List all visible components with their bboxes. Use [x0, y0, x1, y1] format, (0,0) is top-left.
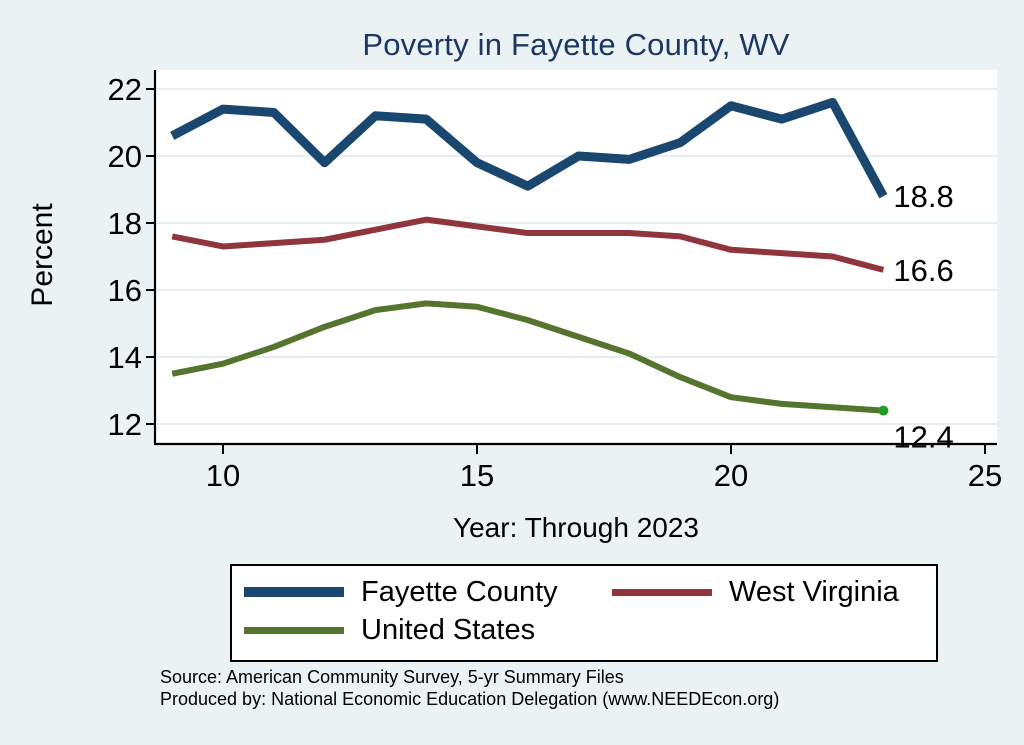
y-tick-label: 12	[108, 407, 142, 442]
produced-by-line: Produced by: National Economic Education…	[160, 689, 780, 709]
plot-area: 12 14 16 18 20 22 10 15 20 25 18.8 16.6 12.4	[108, 70, 1002, 493]
x-tick-label: 15	[460, 458, 494, 493]
x-tick-labels: 10 15 20 25	[206, 444, 1002, 493]
y-tick-label: 20	[108, 139, 142, 174]
chart-title: Poverty in Fayette County, WV	[362, 27, 790, 62]
y-axis-title: Percent	[26, 203, 59, 307]
source-line: Source: American Community Survey, 5-yr …	[160, 667, 624, 687]
x-tick-label: 20	[714, 458, 748, 493]
end-value-label-west-virginia: 16.6	[893, 253, 953, 288]
united-states-line-swatch	[244, 626, 344, 634]
legend-label-united-states: United States	[361, 613, 536, 646]
legend-item-fayette-county: Fayette County	[244, 576, 612, 609]
fayette-county-line-swatch	[244, 587, 344, 597]
source-note: Source: American Community Survey, 5-yr …	[160, 666, 779, 710]
x-axis-title: Year: Through 2023	[453, 512, 699, 543]
y-gridlines	[157, 88, 997, 425]
legend-item-west-virginia: West Virginia	[612, 576, 936, 609]
y-tick-labels: 12 14 16 18 20 22	[108, 72, 155, 442]
end-value-label-fayette-county: 18.8	[893, 179, 953, 214]
y-tick-label: 16	[108, 273, 142, 308]
end-marker-dot-united-states	[878, 405, 889, 416]
west-virginia-line-swatch	[612, 588, 712, 596]
legend: Fayette County West Virginia United Stat…	[230, 564, 938, 662]
series-line-fayette-county	[170, 97, 888, 199]
series-line-united-states	[171, 300, 884, 414]
y-tick-label: 14	[108, 340, 142, 375]
x-tick-label: 25	[968, 458, 1002, 493]
series-line-west-virginia	[171, 216, 885, 273]
legend-label-west-virginia: West Virginia	[729, 575, 899, 608]
legend-label-fayette-county: Fayette County	[361, 575, 558, 608]
legend-item-united-states: United States	[244, 614, 612, 647]
y-tick-label: 22	[108, 72, 142, 107]
end-value-label-united-states: 12.4	[893, 420, 953, 455]
y-tick-label: 18	[108, 206, 142, 241]
x-tick-label: 10	[206, 458, 240, 493]
